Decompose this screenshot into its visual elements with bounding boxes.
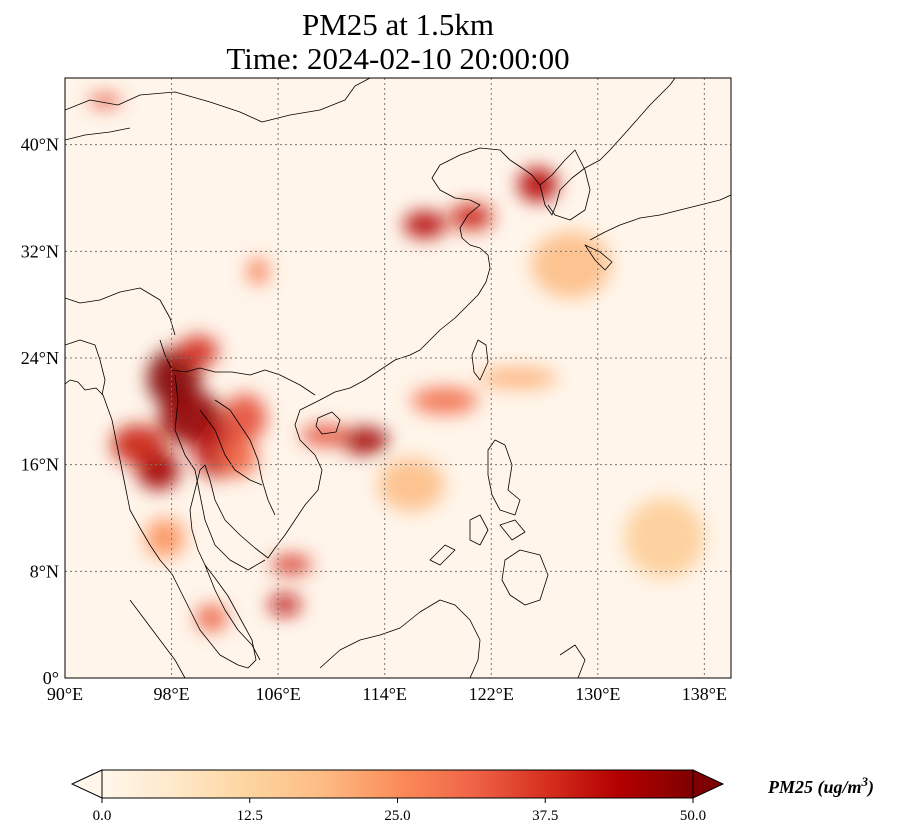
latitude-tick-label: 16°N <box>21 455 59 475</box>
longitude-tick-label: 130°E <box>575 684 620 704</box>
graticule <box>65 78 731 678</box>
latitude-tick-label: 24°N <box>21 348 59 368</box>
map-title-line-1: PM25 at 1.5km <box>301 7 495 42</box>
longitude-tick-label: 90°E <box>47 684 83 704</box>
pm25-hotspot-23 <box>624 498 705 578</box>
latitude-tick-label: 0° <box>43 668 59 688</box>
colorbar-label: PM25 (ug/m3) <box>767 774 874 798</box>
border-himalaya <box>65 287 176 336</box>
latitude-tick-labels: 0° 8°N 16°N 24°N 32°N 40°N <box>21 135 59 688</box>
coastline-sulawesi <box>559 644 586 678</box>
map-title-line-2: Time: 2024-02-10 20:00:00 <box>226 41 570 76</box>
coastline-japan <box>589 194 731 241</box>
coastline-korea <box>539 149 591 221</box>
pm25-hotspot-22 <box>378 458 445 512</box>
longitude-tick-label: 138°E <box>682 684 727 704</box>
latitude-tick-label: 8°N <box>30 561 59 581</box>
pm25-hotspot-19 <box>411 387 478 414</box>
pm25-hotspot-10 <box>403 211 446 239</box>
longitude-tick-labels: 90°E 98°E 106°E 114°E 122°E 130°E 138°E <box>47 684 727 704</box>
pm25-hotspot-17 <box>247 258 269 285</box>
coastline-taiwan <box>471 339 489 381</box>
colorbar-tick-label: 50.0 <box>680 808 706 824</box>
pm25-hotspot-8 <box>340 427 389 454</box>
colorbar-tick-label: 25.0 <box>384 808 410 824</box>
longitude-tick-label: 98°E <box>153 684 189 704</box>
border-indochina-4 <box>199 409 263 486</box>
border-china-north <box>65 78 371 123</box>
colorbar-tick-labels: 0.0 12.5 25.0 37.5 50.0 <box>93 798 706 824</box>
border-indochina-3 <box>214 399 276 516</box>
border-india-myanmar <box>65 339 106 396</box>
coastline-borneo <box>319 599 481 678</box>
colorbar-tick-label: 37.5 <box>532 808 558 824</box>
coastline-philippines-visayas <box>469 514 526 546</box>
pm25-hotspot-15 <box>195 604 228 632</box>
pm25-hotspot-12 <box>517 167 558 203</box>
coastline-philippines-luzon <box>487 439 521 516</box>
coastline-japan-south <box>584 244 613 271</box>
colorbar-extend-max <box>692 769 725 799</box>
pm25-hotspot-11 <box>449 203 493 231</box>
coastline-mainland-asia <box>65 78 676 669</box>
pm25-hotspot-13 <box>268 594 301 616</box>
border-indochina-1 <box>159 339 316 396</box>
longitude-tick-label: 106°E <box>256 684 301 704</box>
colorbar-tick-label: 12.5 <box>237 808 263 824</box>
border-mongolia <box>65 127 131 141</box>
colorbar-extend-min <box>70 769 103 799</box>
pm25-hotspot-14 <box>271 555 312 575</box>
latitude-tick-label: 32°N <box>21 241 59 261</box>
longitude-tick-label: 114°E <box>362 684 407 704</box>
latitude-tick-label: 40°N <box>21 135 59 155</box>
map-frame <box>64 77 732 679</box>
colorbar: 0.0 12.5 25.0 37.5 50.0 PM25 (ug/m3) <box>70 769 874 824</box>
pm25-hotspot-18 <box>144 518 185 558</box>
pm25-hotspot-3 <box>111 424 165 465</box>
coastline-malay-peninsula <box>204 564 261 661</box>
pm25-hotspot-7 <box>218 439 259 477</box>
colorbar-tick-label: 0.0 <box>93 808 112 824</box>
coastline-hainan <box>315 411 341 435</box>
pm25-hotspot-9 <box>300 424 349 447</box>
pm25-hotspot-5 <box>178 335 219 368</box>
coastline-philippines-south <box>501 549 549 606</box>
pm25-hotspot-6 <box>223 394 267 442</box>
border-indochina-2 <box>174 374 266 571</box>
pm25-hotspot-20 <box>477 367 558 389</box>
longitude-tick-label: 122°E <box>469 684 514 704</box>
coastlines <box>65 78 731 678</box>
colorbar-gradient <box>101 769 694 799</box>
coastline-sumatra <box>129 599 186 678</box>
coastline-palawan <box>429 544 456 566</box>
